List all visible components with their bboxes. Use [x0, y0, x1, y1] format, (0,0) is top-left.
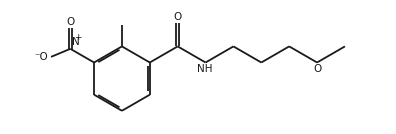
Text: ⁻O: ⁻O	[35, 52, 48, 62]
Text: O: O	[313, 64, 321, 74]
Text: N: N	[72, 37, 80, 47]
Text: O: O	[66, 17, 74, 27]
Text: NH: NH	[197, 64, 213, 74]
Text: O: O	[173, 12, 182, 22]
Text: +: +	[74, 33, 81, 42]
